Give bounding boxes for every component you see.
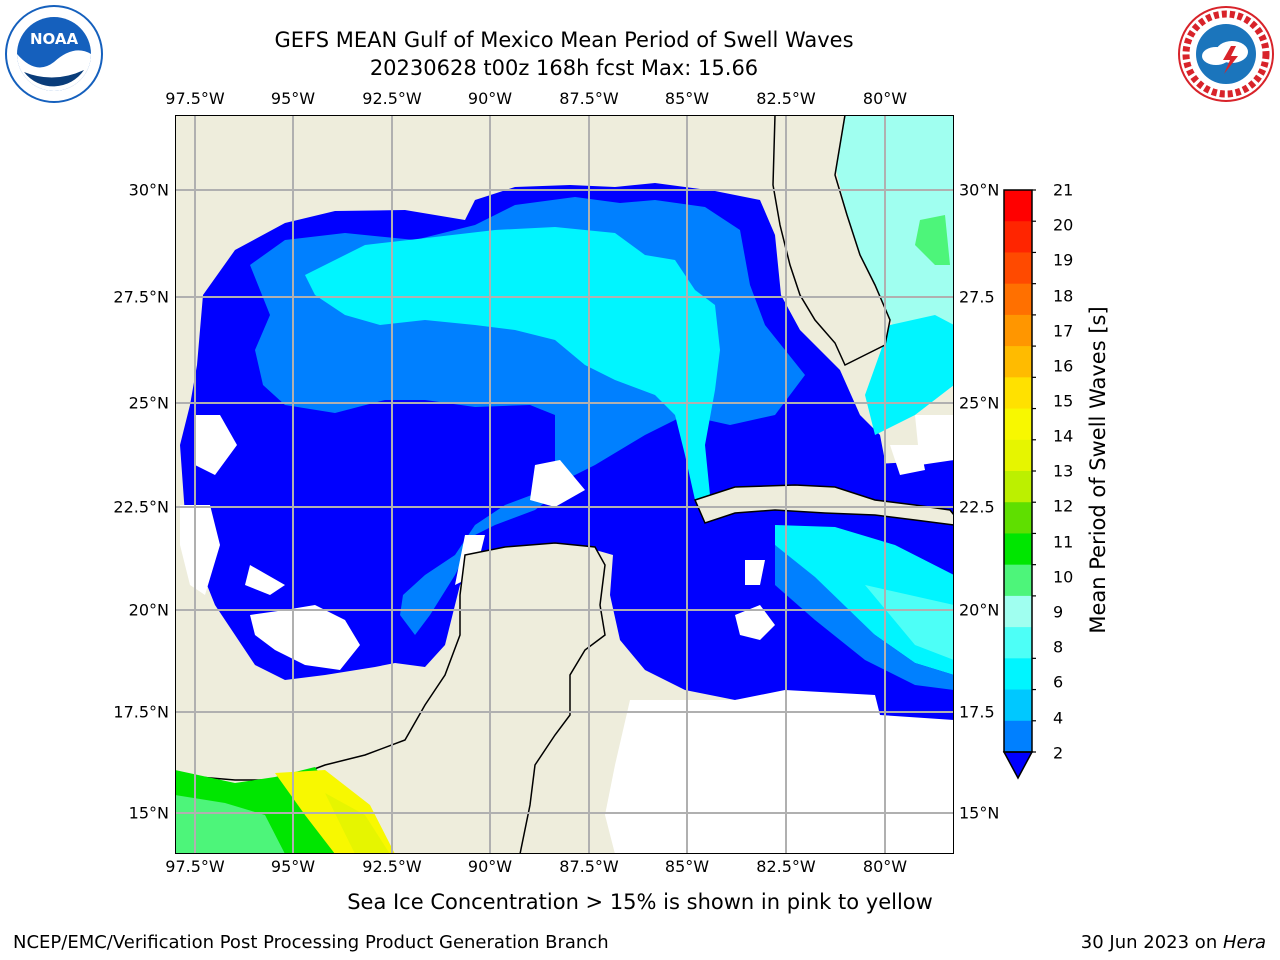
colorbar-tick: 17	[1053, 321, 1074, 341]
colorbar-tick: 8	[1053, 637, 1064, 657]
colorbar-swatch	[1004, 377, 1032, 410]
map-panel	[174, 114, 955, 858]
lat-tick-right: 30°N	[959, 180, 1000, 200]
lon-tick-bottom: 92.5°W	[362, 857, 422, 876]
colorbar-tick: 14	[1053, 426, 1074, 446]
chart-subtitle: 20230628 t00z 168h fcst Max: 15.66	[369, 56, 759, 80]
map-svg	[174, 114, 955, 855]
lon-tick-top: 80°W	[862, 89, 908, 108]
lon-tick-top: 95°W	[270, 89, 316, 108]
colorbar	[1000, 186, 1038, 786]
lat-tick-left: 15°N	[128, 803, 169, 823]
colorbar-tick: 10	[1053, 567, 1074, 587]
lat-tick-right: 25°N	[959, 393, 1000, 413]
colorbar-tick: 4	[1053, 708, 1064, 728]
land-features	[175, 115, 954, 854]
date-stamp: 30 Jun 2023 on Hera	[1081, 932, 1266, 953]
colorbar-tick: 6	[1053, 672, 1064, 692]
date-text: 30 Jun 2023 on	[1080, 932, 1223, 953]
lon-tick-bottom: 90°W	[467, 857, 513, 876]
lat-tick-right: 22.5	[959, 497, 995, 517]
colorbar-swatch	[1004, 439, 1032, 472]
colorbar-swatch	[1004, 283, 1032, 316]
colorbar-swatch	[1004, 221, 1032, 253]
colorbar-svg	[1002, 189, 1038, 780]
colorbar-swatch	[1004, 658, 1032, 691]
chart-title: GEFS MEAN Gulf of Mexico Mean Period of …	[274, 28, 854, 52]
gulf-swell-cyan	[305, 227, 720, 500]
colorbar-tick: 20	[1053, 215, 1074, 235]
lon-tick-top: 90°W	[467, 89, 513, 108]
colorbar-swatch	[1004, 346, 1032, 378]
colorbar-swatch	[1004, 627, 1032, 659]
colorbar-swatch	[1004, 720, 1032, 753]
lon-tick-top: 97.5°W	[165, 89, 225, 108]
colorbar-swatch	[1004, 595, 1032, 628]
colorbar-swatch	[1004, 252, 1032, 285]
colorbar-tick: 12	[1053, 496, 1074, 516]
colorbar-tick: 9	[1053, 602, 1064, 622]
lat-tick-right: 27.5	[959, 287, 995, 307]
lat-tick-right: 20°N	[959, 600, 1000, 620]
lon-tick-bottom: 82.5°W	[756, 857, 816, 876]
colorbar-swatch	[1004, 564, 1032, 597]
lon-tick-bottom: 85°W	[664, 857, 710, 876]
colorbar-tick: 18	[1053, 286, 1074, 306]
lat-tick-left: 17.5°N	[113, 702, 169, 722]
lat-tick-right: 17.5	[959, 702, 995, 722]
lon-tick-bottom: 80°W	[862, 857, 908, 876]
colorbar-tick: 16	[1053, 356, 1074, 376]
machine-name: Hera	[1222, 932, 1266, 953]
colorbar-swatch	[1004, 314, 1032, 347]
colorbar-swatch	[1004, 502, 1032, 534]
lat-tick-left: 30°N	[128, 180, 169, 200]
gridlines	[175, 115, 954, 854]
colorbar-swatch	[1004, 190, 1032, 222]
lon-tick-bottom: 97.5°W	[165, 857, 225, 876]
ice-note: Sea Ice Concentration > 15% is shown in …	[347, 890, 933, 914]
colorbar-tick: 15	[1053, 391, 1074, 411]
lon-tick-top: 92.5°W	[362, 89, 422, 108]
colorbar-swatch	[1004, 533, 1032, 566]
lat-tick-left: 22.5°N	[113, 497, 169, 517]
lat-tick-right: 15°N	[959, 803, 1000, 823]
lon-tick-top: 85°W	[664, 89, 710, 108]
colorbar-swatch	[1004, 471, 1032, 503]
lon-tick-bottom: 87.5°W	[559, 857, 619, 876]
nws-logo	[1176, 4, 1276, 104]
colorbar-tick: 2	[1053, 743, 1064, 763]
lon-tick-top: 87.5°W	[559, 89, 619, 108]
colorbar-swatch	[1004, 408, 1032, 441]
ice-note-wrap: Sea Ice Concentration > 15% is shown in …	[0, 890, 1280, 914]
colorbar-tick: 11	[1053, 532, 1074, 552]
lon-tick-bottom: 95°W	[270, 857, 316, 876]
colorbar-tick: 19	[1053, 250, 1074, 270]
lat-tick-left: 25°N	[128, 393, 169, 413]
colorbar-swatch	[1004, 689, 1032, 722]
noaa-logo-text: NOAA	[30, 30, 79, 48]
colorbar-tick: 13	[1053, 461, 1074, 481]
credit-text: NCEP/EMC/Verification Post Processing Pr…	[13, 932, 609, 953]
colorbar-label: Mean Period of Swell Waves [s]	[1086, 306, 1110, 634]
lat-tick-left: 27.5°N	[113, 287, 169, 307]
lon-tick-top: 82.5°W	[756, 89, 816, 108]
colorbar-tick: 21	[1053, 180, 1074, 200]
noaa-logo: NOAA	[4, 4, 104, 104]
lat-tick-left: 20°N	[128, 600, 169, 620]
colorbar-extend-triangle	[1002, 751, 1034, 780]
